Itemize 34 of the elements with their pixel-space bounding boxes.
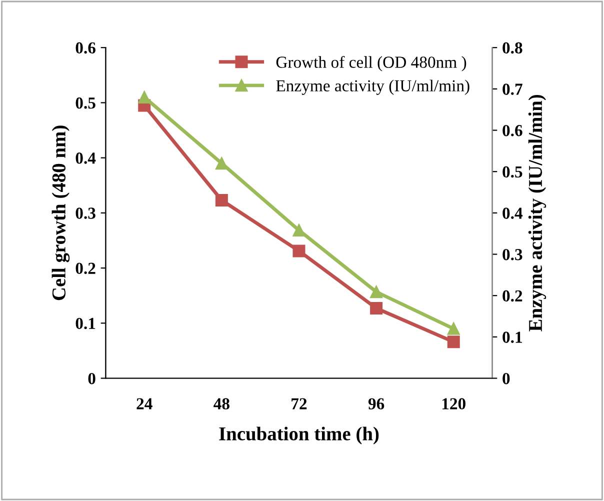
y-tick-label: 0.5 [76, 97, 96, 109]
y-tick-label: 0.4 [76, 152, 96, 164]
y2-tick-label: 0.7 [502, 84, 522, 95]
y2-tick-label: 0.8 [502, 42, 522, 54]
y-tick-label: 0.1 [76, 318, 96, 330]
y-axis-title: Cell growth (480 nm) [52, 126, 70, 300]
point [292, 244, 306, 258]
point [370, 302, 383, 315]
y-tick-label: 0 [88, 372, 96, 384]
point [215, 194, 228, 206]
y-tick-label: 0.2 [76, 262, 96, 274]
point [370, 286, 383, 298]
y2-tick-label: 0.1 [502, 332, 522, 343]
point [292, 224, 306, 237]
x-tick-label: 48 [214, 398, 230, 410]
y2-tick-label: 0.4 [502, 208, 523, 219]
y-tick-label: 0.3 [76, 208, 96, 219]
point [447, 336, 460, 348]
x-tick-label: 120 [442, 398, 466, 410]
point [215, 157, 228, 170]
y2-tick-label: 0 [502, 372, 510, 384]
legend-label: Enzyme activity (IU/ml/min) [276, 80, 470, 95]
y2-tick-label: 0.6 [502, 124, 522, 136]
point [447, 322, 460, 335]
y2-axis-title: Enzyme activity (IU/ml/min) [528, 94, 546, 332]
x-tick-label: 96 [368, 398, 384, 410]
legend-label: Growth of cell (OD 480nm ) [276, 56, 466, 72]
x-tick-label: 24 [136, 398, 152, 410]
y-tick-label: 0.6 [76, 42, 96, 54]
x-axis-title: Incubation time (h) [219, 426, 379, 444]
x-tick-label: 72 [292, 398, 307, 410]
y2-tick-label: 0.5 [502, 166, 522, 178]
y2-tick-label: 0.2 [502, 290, 522, 302]
y2-tick-label: 0.3 [502, 248, 522, 260]
